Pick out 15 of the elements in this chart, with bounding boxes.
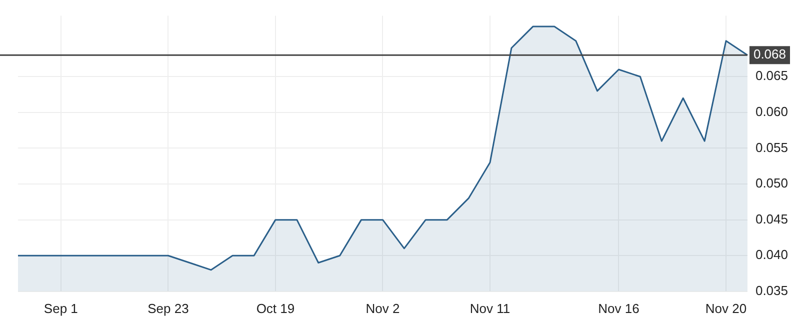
- y-tick-label: 0.065: [755, 68, 788, 84]
- ref-line-label: 0.068: [753, 46, 786, 62]
- y-tick-label: 0.045: [755, 211, 788, 226]
- x-tick-label: Nov 16: [598, 300, 640, 316]
- y-tick-label: 0.060: [755, 104, 788, 120]
- x-tick-label: Sep 1: [44, 300, 78, 316]
- y-tick-label: 0.050: [755, 176, 788, 191]
- x-tick-label: Oct 19: [256, 300, 295, 316]
- x-tick-label: Nov 2: [366, 300, 400, 316]
- y-tick-label: 0.055: [755, 140, 788, 155]
- x-tick-label: Nov 11: [470, 300, 510, 316]
- y-tick-label: 0.040: [755, 247, 788, 262]
- x-tick-label: Nov 20: [705, 300, 747, 316]
- y-tick-label: 0.035: [755, 282, 788, 298]
- x-tick-label: Sep 23: [148, 300, 189, 316]
